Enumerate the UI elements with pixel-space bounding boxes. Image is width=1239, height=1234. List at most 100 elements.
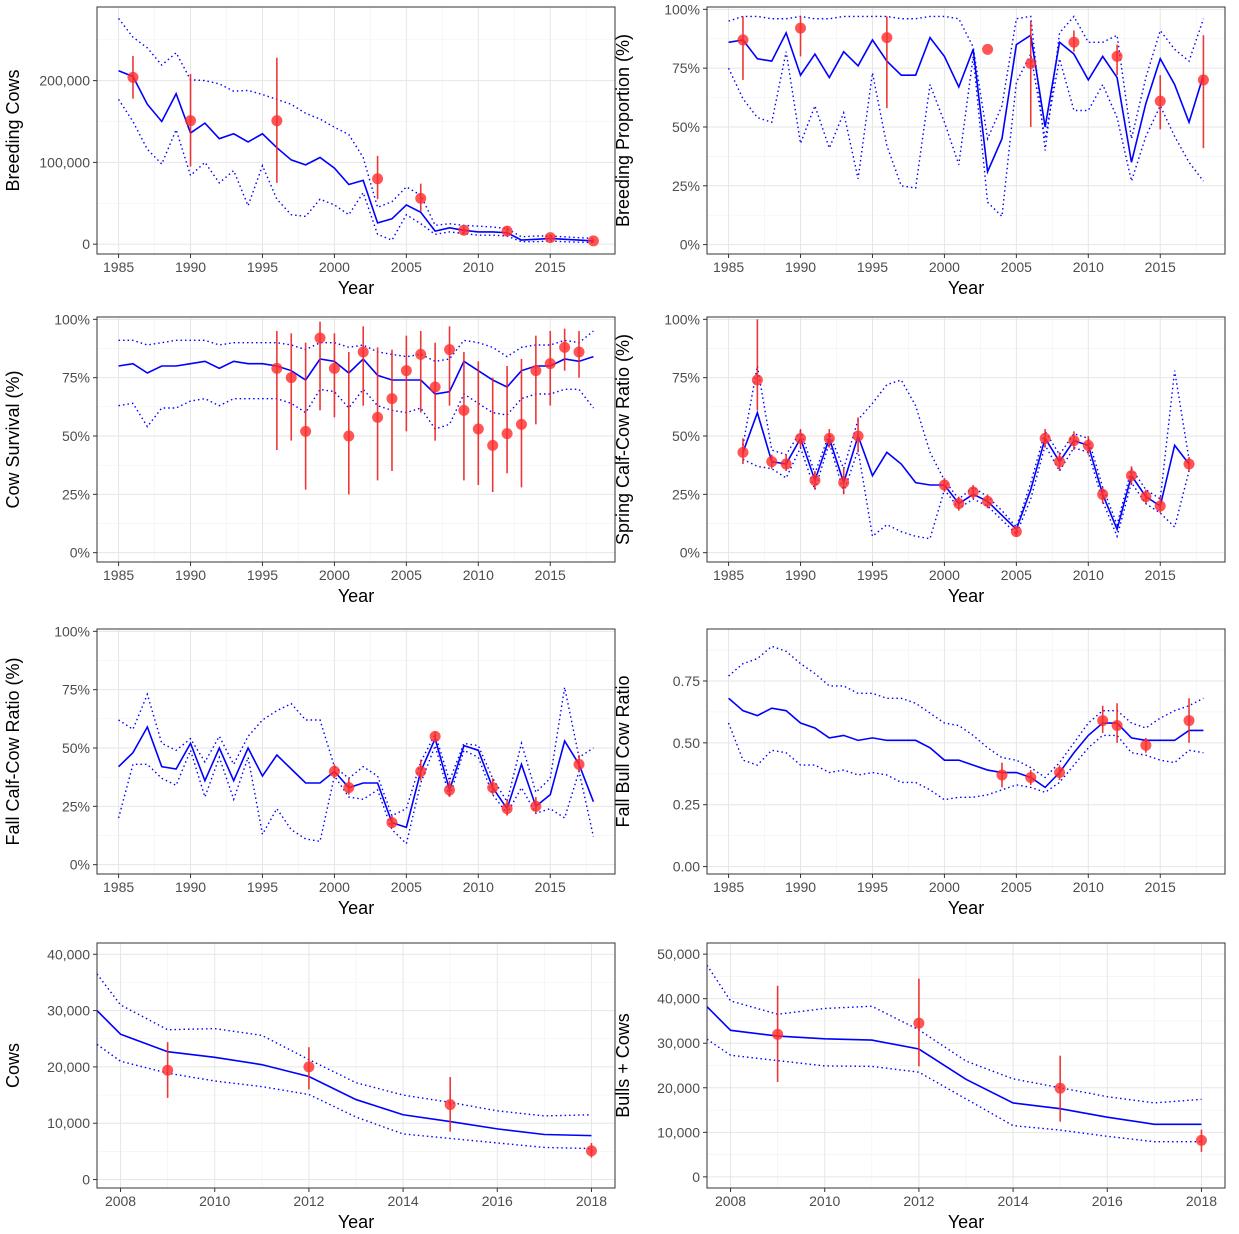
spring-calf-cow-ratio-chart: 1985 1990 1995 2000 2005 2010 2015 0% 25% 50% 75% 1… [613, 308, 1239, 616]
observed-point [400, 365, 412, 377]
plot-border [96, 628, 616, 875]
observed-point [737, 34, 749, 46]
y-tick-label: 0.00 [673, 859, 700, 875]
grid [97, 629, 615, 874]
observed-point [415, 348, 427, 360]
x-tick-label: 1995 [857, 879, 888, 895]
chart-svg: 1985 1990 1995 2000 2005 2010 2015 0 100,000 200,… [3, 6, 616, 298]
lower-interval-line [118, 388, 594, 430]
observed-point [530, 800, 542, 812]
observed-point [1111, 50, 1123, 62]
plot-background [96, 628, 616, 875]
observed-point [501, 803, 513, 815]
chart-svg: 2008 2010 2012 2014 2016 2018 0 10,000 20,000 30,… [3, 942, 616, 1232]
observed-point [1097, 488, 1109, 500]
y-axis-title: Cows [3, 1043, 23, 1088]
grid [97, 7, 615, 254]
x-tick-label: 1995 [247, 567, 278, 583]
chart-svg: 1985 1990 1995 2000 2005 2010 2015 0% 25% 50% 75% 1… [613, 1, 1226, 298]
observed-point [938, 479, 950, 491]
y-tick-label: 0% [680, 545, 700, 561]
observed-point [429, 381, 441, 393]
upper-interval-line [728, 15, 1205, 151]
observed-point [458, 224, 470, 236]
y-tick-label: 50,000 [657, 946, 700, 962]
y-tick-label: 25% [62, 798, 90, 814]
upper-interval-line [96, 973, 592, 1117]
x-tick-label: 1985 [103, 879, 134, 895]
x-tick-label: 2000 [929, 567, 960, 583]
y-tick-label: 0.25 [673, 797, 700, 813]
x-tick-label: 2015 [1145, 567, 1176, 583]
observed-point [343, 430, 355, 442]
observed-point [1082, 439, 1094, 451]
observed-point [185, 115, 197, 127]
cow-survival-chart: 1985 1990 1995 2000 2005 2010 2015 0% 25% 50% 75% 1… [0, 308, 620, 616]
observed-point [1183, 458, 1195, 470]
y-tick-label: 100% [54, 311, 90, 327]
x-tick-label: 1985 [103, 259, 134, 275]
lower-interval-line [706, 1038, 1202, 1143]
plot-background [96, 316, 616, 563]
upper-interval-line [118, 687, 594, 817]
x-tick-label: 2005 [1001, 567, 1032, 583]
estimate-line [118, 70, 594, 242]
y-tick-label: 0 [82, 236, 90, 252]
observed-point [766, 456, 778, 468]
x-tick-label: 2005 [391, 879, 422, 895]
observed-point [530, 365, 542, 377]
y-tick-label: 10,000 [47, 1115, 90, 1131]
observed-point [1025, 771, 1037, 783]
plot-border [96, 6, 616, 255]
observed-point [823, 432, 835, 444]
x-tick-label: 2000 [319, 567, 350, 583]
x-axis-title: Year [338, 278, 374, 298]
observed-point [587, 235, 599, 247]
observed-point [300, 425, 312, 437]
y-tick-label: 20,000 [47, 1059, 90, 1075]
observed-point [314, 332, 326, 344]
x-tick-label: 2014 [388, 1193, 419, 1209]
observed-point [487, 782, 499, 794]
grid [97, 317, 615, 562]
y-tick-label: 20,000 [657, 1080, 700, 1096]
observed-point [751, 374, 763, 386]
observed-point [271, 115, 283, 127]
y-tick-label: 75% [672, 60, 700, 76]
x-tick-label: 1995 [247, 259, 278, 275]
observed-point [544, 358, 556, 370]
observed-point [1054, 1082, 1066, 1094]
y-tick-label: 40,000 [47, 946, 90, 962]
x-axis-title: Year [948, 898, 984, 918]
observed-point [1054, 456, 1066, 468]
y-axis-title: Fall Bull Cow Ratio [613, 675, 633, 827]
x-tick-label: 2000 [319, 879, 350, 895]
x-tick-label: 2012 [293, 1193, 324, 1209]
x-tick-label: 2015 [1145, 879, 1176, 895]
x-axis-title: Year [948, 586, 984, 606]
upper-interval-line [118, 18, 594, 240]
chart-svg: 1985 1990 1995 2000 2005 2010 2015 0% 25% 50% 75% 1… [3, 311, 616, 606]
y-tick-label: 100,000 [39, 154, 90, 170]
observed-point [285, 372, 297, 384]
x-tick-label: 2005 [391, 259, 422, 275]
x-tick-label: 2010 [1073, 879, 1104, 895]
observed-point [1125, 470, 1137, 482]
observed-point [1195, 1134, 1207, 1146]
x-tick-label: 2010 [1073, 567, 1104, 583]
fall-calf-cow-ratio-chart: 1985 1990 1995 2000 2005 2010 2015 0% 25% 50% 75% 1… [0, 618, 620, 926]
x-tick-label: 1995 [857, 567, 888, 583]
estimate-line [706, 1006, 1202, 1126]
y-tick-label: 75% [62, 682, 90, 698]
observed-point [852, 430, 864, 442]
x-tick-label: 2005 [1001, 259, 1032, 275]
observed-point [458, 404, 470, 416]
observed-point [271, 362, 283, 374]
x-tick-label: 2012 [903, 1193, 934, 1209]
plot-border [706, 942, 1226, 1189]
lower-interval-line [727, 51, 1204, 218]
y-tick-label: 100% [664, 1, 700, 17]
observed-point [501, 225, 513, 237]
estimate-line [118, 725, 595, 829]
plot-border [706, 628, 1226, 875]
